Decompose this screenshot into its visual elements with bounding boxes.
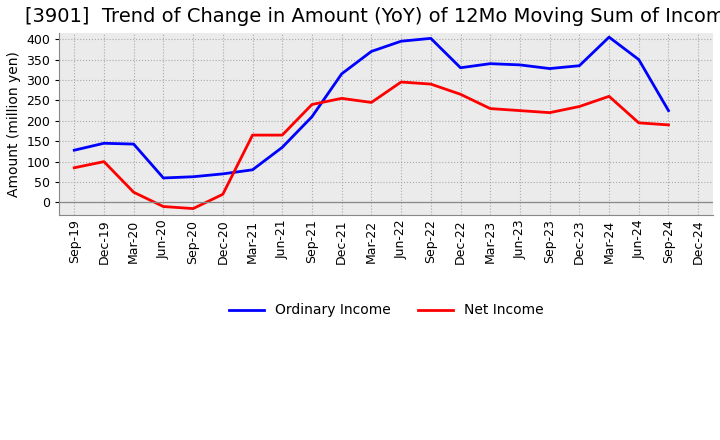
Ordinary Income [70, 147, 78, 153]
Net Income [130, 190, 138, 195]
Net Income [367, 100, 376, 105]
Net Income [456, 92, 465, 97]
Ordinary Income [189, 174, 197, 180]
Net Income [575, 104, 584, 109]
Y-axis label: Amount (million yen): Amount (million yen) [7, 51, 21, 197]
Net Income [99, 159, 108, 164]
Net Income [426, 81, 435, 87]
Ordinary Income [634, 57, 643, 62]
Ordinary Income [218, 171, 227, 176]
Ordinary Income [516, 62, 524, 67]
Ordinary Income [486, 61, 495, 66]
Ordinary Income [248, 167, 257, 172]
Net Income [634, 120, 643, 125]
Ordinary Income [456, 65, 465, 70]
Net Income [605, 94, 613, 99]
Net Income [664, 122, 672, 128]
Ordinary Income [605, 34, 613, 40]
Net Income [248, 132, 257, 138]
Net Income [278, 132, 287, 138]
Ordinary Income [664, 108, 672, 113]
Line: Net Income: Net Income [74, 82, 668, 209]
Net Income [516, 108, 524, 113]
Legend: Ordinary Income, Net Income: Ordinary Income, Net Income [223, 298, 549, 323]
Ordinary Income [397, 39, 405, 44]
Ordinary Income [159, 175, 168, 180]
Net Income [486, 106, 495, 111]
Net Income [397, 79, 405, 84]
Net Income [307, 102, 316, 107]
Title: [3901]  Trend of Change in Amount (YoY) of 12Mo Moving Sum of Incomes: [3901] Trend of Change in Amount (YoY) o… [25, 7, 720, 26]
Ordinary Income [307, 114, 316, 119]
Ordinary Income [545, 66, 554, 71]
Ordinary Income [426, 36, 435, 41]
Ordinary Income [99, 141, 108, 146]
Net Income [545, 110, 554, 115]
Ordinary Income [367, 49, 376, 54]
Ordinary Income [338, 71, 346, 77]
Ordinary Income [575, 63, 584, 68]
Ordinary Income [278, 145, 287, 150]
Net Income [218, 192, 227, 197]
Net Income [338, 96, 346, 101]
Net Income [70, 165, 78, 170]
Net Income [189, 206, 197, 211]
Ordinary Income [130, 141, 138, 147]
Net Income [159, 204, 168, 209]
Line: Ordinary Income: Ordinary Income [74, 37, 668, 178]
